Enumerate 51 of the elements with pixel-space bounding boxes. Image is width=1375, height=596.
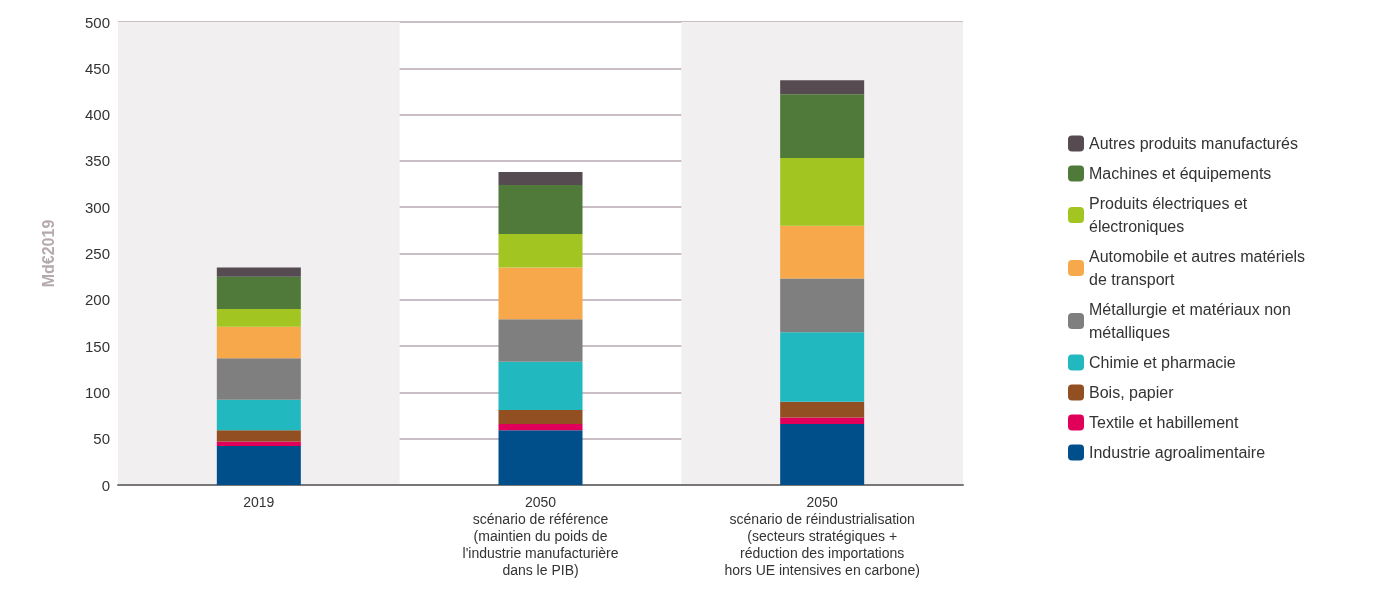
bar (498, 319, 583, 362)
bar (780, 80, 865, 95)
bar (216, 267, 301, 277)
bar (216, 358, 301, 400)
legend-label: Industrie agroalimentaire (1089, 444, 1266, 461)
bar (780, 401, 865, 418)
bar (780, 417, 865, 424)
bar (216, 441, 301, 447)
bar (498, 184, 583, 235)
bar (780, 158, 865, 226)
bar (780, 94, 865, 159)
y-tick-label: 500 (84, 13, 110, 31)
y-tick-label: 350 (84, 152, 110, 170)
legend-label: Produits électriques et électroniques (1089, 195, 1252, 235)
bar (216, 309, 301, 327)
bar (498, 267, 583, 320)
bar (780, 332, 865, 402)
x-tick-label: 2050 scénario de réindustrialisation (secteurs stratégiques + réduction des importations hors UE intensives en carbone) (724, 493, 920, 578)
bar (216, 276, 301, 310)
bar (780, 278, 865, 333)
legend-label: Automobile et autres matériels de transport (1089, 248, 1310, 288)
y-tick-label: 200 (84, 291, 110, 309)
x-tick-label: 2050 scénario de référence (maintien du poids de l'industrie manufacturière dans le PIB) (462, 493, 619, 578)
bar (216, 446, 301, 485)
y-tick-label: 0 (101, 476, 110, 494)
bar (216, 430, 301, 442)
x-tick-label: 2019 (243, 493, 275, 510)
bar (498, 172, 583, 185)
legend-label: Textile et habillement (1089, 414, 1239, 431)
y-tick-label: 300 (84, 198, 110, 216)
bar (216, 326, 301, 359)
y-tick-label: 150 (84, 337, 110, 355)
bar (498, 361, 583, 410)
bar (498, 423, 583, 431)
y-tick-label: 400 (84, 106, 110, 124)
legend-label: Autres produits manufacturés (1089, 135, 1298, 152)
bar (498, 409, 583, 424)
y-tick-label: 250 (84, 245, 110, 262)
bar (498, 430, 583, 485)
bar (780, 225, 865, 279)
bar (216, 399, 301, 431)
bar (498, 234, 583, 268)
y-axis-title: Md€2019 (39, 219, 57, 288)
bar (780, 423, 865, 485)
legend-label: Bois, papier (1089, 384, 1175, 401)
y-tick-label: 450 (84, 59, 110, 77)
legend-label: Métallurgie et matériaux non métalliques (1089, 301, 1296, 341)
legend-label: Chimie et pharmacie (1089, 354, 1236, 371)
y-tick-label: 50 (93, 430, 110, 448)
legend-label: Machines et équipements (1089, 165, 1272, 182)
y-tick-label: 100 (84, 383, 110, 401)
